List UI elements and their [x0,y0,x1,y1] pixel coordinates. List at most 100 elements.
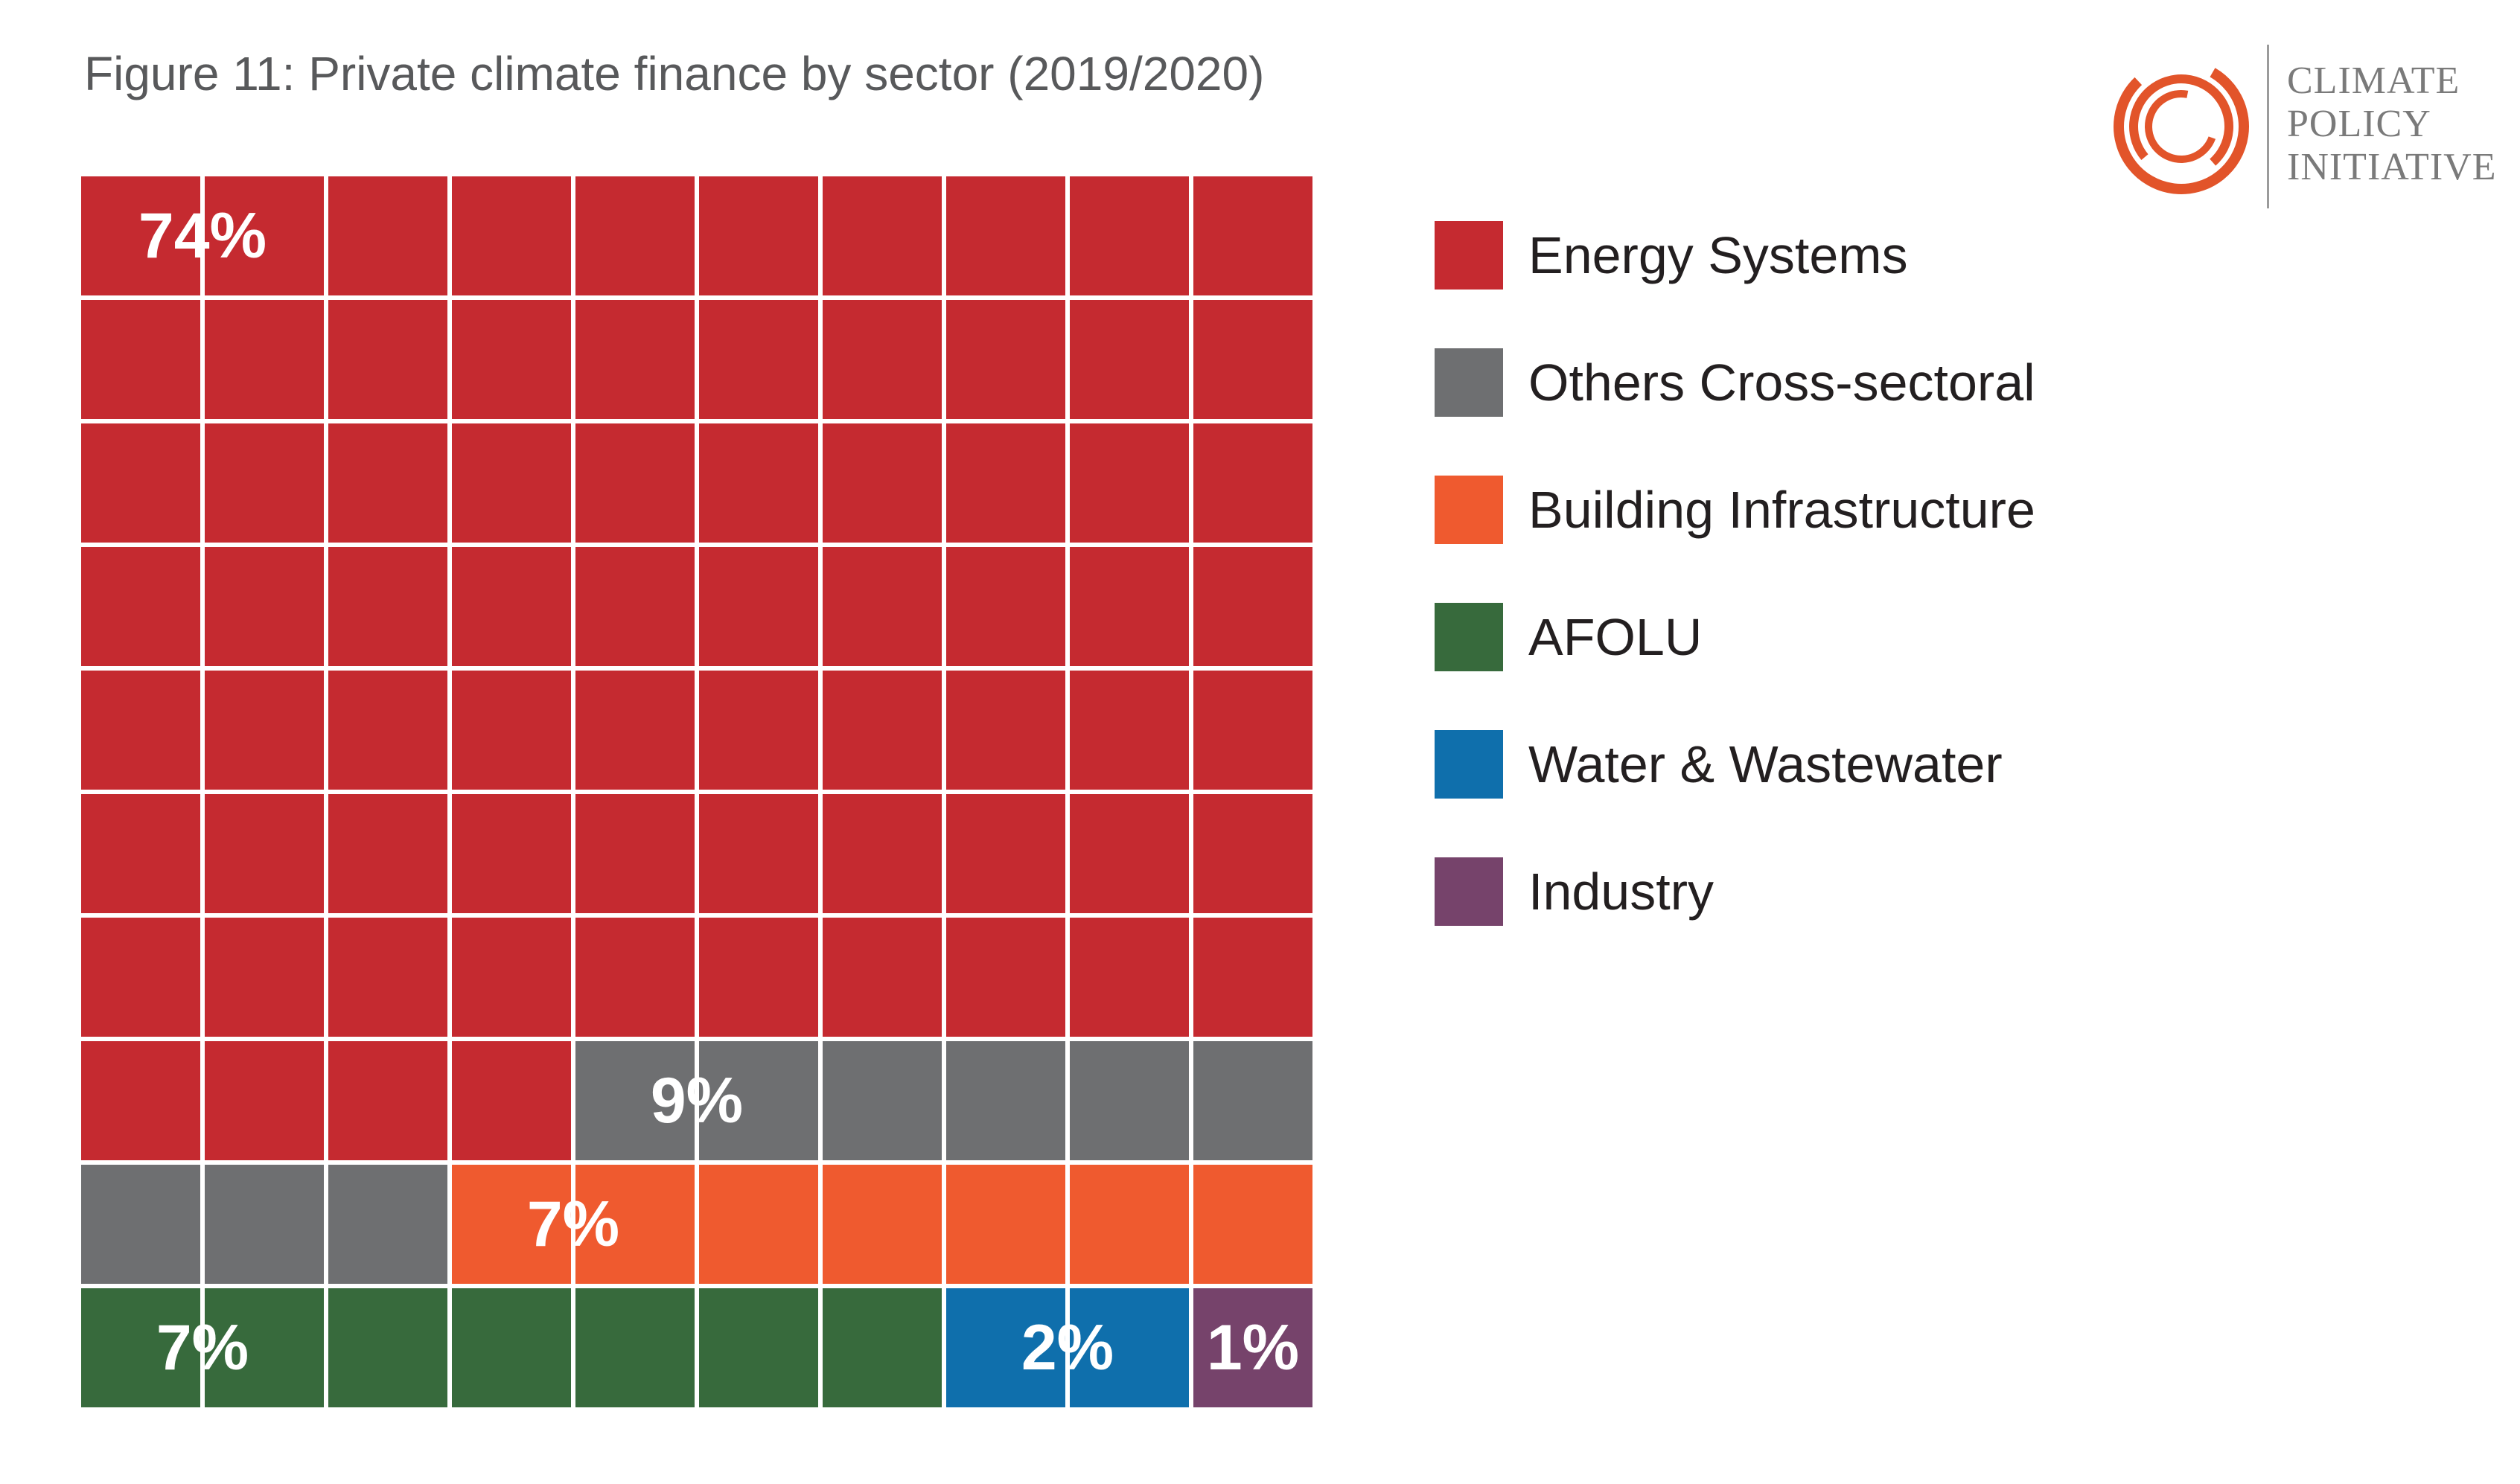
logo-divider [2267,45,2269,208]
waffle-square [1070,794,1189,913]
waffle-square [452,671,571,790]
waffle-square [699,1288,818,1407]
legend-swatch [1435,603,1503,671]
waffle-square [328,176,447,295]
legend-item-water-wastewater: Water & Wastewater [1435,730,2179,799]
waffle-square [1193,794,1312,913]
waffle-square [1193,1041,1312,1160]
waffle-square [81,1165,200,1284]
waffle-square [575,794,695,913]
legend-label: AFOLU [1528,608,1703,666]
legend-label: Water & Wastewater [1528,735,2003,793]
waffle-square [1070,423,1189,543]
chart-title: Figure 11: Private climate finance by se… [84,47,1265,100]
waffle-square [946,671,1065,790]
waffle-square [946,176,1065,295]
waffle-square [205,423,324,543]
legend-label: Energy Systems [1528,226,1908,284]
waffle-square [452,176,571,295]
waffle-square [205,547,324,666]
waffle-square [575,1165,695,1284]
waffle-square [205,918,324,1037]
waffle-square [946,1041,1065,1160]
waffle-square [328,300,447,419]
legend-label: Industry [1528,863,1714,921]
waffle-percentage-label: 9% [651,1065,743,1136]
waffle-square [328,671,447,790]
waffle-square [328,918,447,1037]
waffle-square [1070,176,1189,295]
waffle-square [1193,423,1312,543]
waffle-square [699,300,818,419]
waffle-square [452,1041,571,1160]
waffle-square [699,918,818,1037]
waffle-square [823,794,942,913]
climate-policy-initiative-logo: CLIMATE POLICY INITIATIVE [2107,45,2509,216]
waffle-square [1193,176,1312,295]
waffle-percentage-label: 7% [156,1312,249,1384]
legend-label: Building Infrastructure [1528,481,2035,539]
waffle-square [328,423,447,543]
waffle-square [1070,1288,1189,1407]
waffle-square [1070,671,1189,790]
waffle-square [699,1041,818,1160]
waffle-square [823,1165,942,1284]
waffle-square [1193,918,1312,1037]
logo-line-2: POLICY [2287,103,2431,145]
legend-item-industry: Industry [1435,857,2179,926]
legend-item-afolu: AFOLU [1435,603,2179,671]
waffle-square [575,1041,695,1160]
legend-item-energy-systems: Energy Systems [1435,221,2179,290]
waffle-square [1070,918,1189,1037]
waffle-square [1070,1041,1189,1160]
waffle-square [452,794,571,913]
waffle-square [946,547,1065,666]
waffle-square [946,423,1065,543]
waffle-square [205,300,324,419]
waffle-square [205,1041,324,1160]
waffle-square [946,918,1065,1037]
legend-swatch [1435,476,1503,544]
waffle-square [452,300,571,419]
waffle-square [1193,671,1312,790]
waffle-percentage-label: 74% [138,200,267,272]
logo-line-3: INITIATIVE [2287,146,2497,188]
waffle-square [823,423,942,543]
waffle-square [452,918,571,1037]
waffle-square [328,1165,447,1284]
waffle-square [823,547,942,666]
waffle-square [205,671,324,790]
waffle-square [205,176,324,295]
legend-swatch [1435,857,1503,926]
waffle-square [575,547,695,666]
waffle-percentage-label: 7% [527,1189,619,1260]
waffle-square [1070,300,1189,419]
logo-ring-icon [2114,59,2249,194]
waffle-square [452,547,571,666]
legend-item-building-infrastructure: Building Infrastructure [1435,476,2179,544]
legend-swatch [1435,221,1503,290]
waffle-square [205,794,324,913]
waffle-square [452,1165,571,1284]
waffle-square [946,1288,1065,1407]
waffle-square [1193,547,1312,666]
waffle-square [575,918,695,1037]
logo-text: CLIMATE POLICY INITIATIVE [2287,60,2496,189]
waffle-square [81,423,200,543]
waffle-percentage-label: 1% [1207,1312,1299,1384]
waffle-square [328,1288,447,1407]
waffle-square [81,794,200,913]
waffle-square [81,176,200,295]
waffle-square [1193,300,1312,419]
waffle-square [823,176,942,295]
legend-item-others-cross-sectoral: Others Cross-sectoral [1435,348,2179,417]
waffle-square [575,1288,695,1407]
legend-swatch [1435,730,1503,799]
waffle-square [81,300,200,419]
waffle-square [81,1041,200,1160]
waffle-square [699,1165,818,1284]
waffle-square [328,547,447,666]
waffle-square [81,1288,200,1407]
waffle-square [699,547,818,666]
waffle-square [205,1165,324,1284]
